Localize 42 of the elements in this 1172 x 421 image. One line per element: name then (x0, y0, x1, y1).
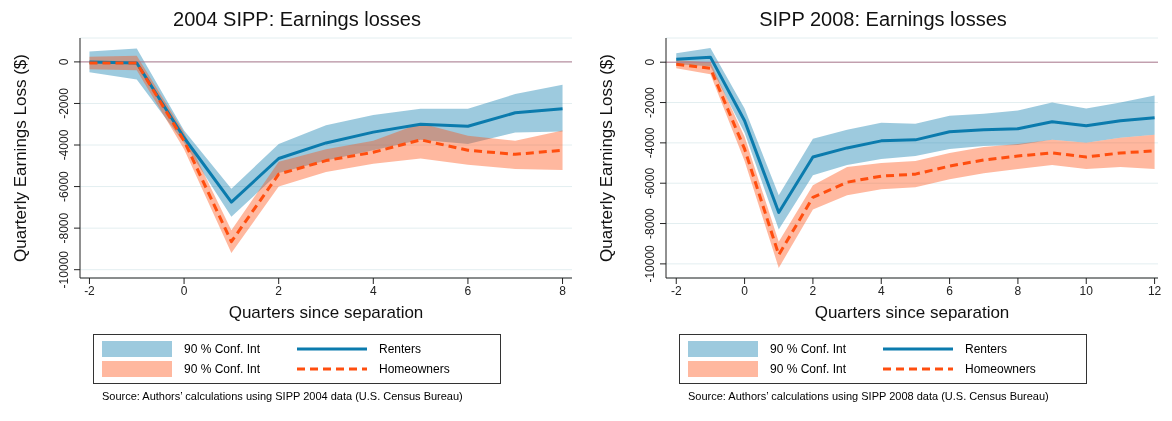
chart-title: SIPP 2008: Earnings losses (758, 8, 1008, 32)
y-tick-label: -6000 (57, 170, 71, 202)
y-tick-label: -8000 (643, 207, 657, 239)
x-tick-label: 2 (809, 283, 817, 298)
x-tick-label: 6 (464, 283, 472, 298)
y-tick-label: -2000 (57, 87, 71, 119)
y-tick-label: -8000 (57, 212, 71, 244)
x-tick-label: 0 (180, 283, 188, 298)
text: 90 % Conf. Int (184, 342, 261, 356)
y-tick-label: -2000 (643, 86, 657, 118)
x-tick-label: -2 (84, 283, 96, 298)
y-tick-label: 0 (643, 58, 657, 66)
y-tick-label: -10000 (643, 244, 657, 283)
y-tick-label: 0 (57, 58, 71, 66)
y-tick-label: -4000 (643, 127, 657, 159)
chart-title: 2004 SIPP: Earnings losses (172, 8, 422, 32)
x-tick-label: 10 (1079, 283, 1094, 298)
x-tick-label: 8 (1014, 283, 1022, 298)
x-tick-label: 4 (877, 283, 885, 298)
x-tick-label: 4 (369, 283, 377, 298)
x-axis-title: Quarters since separation (228, 303, 424, 322)
x-tick-label: -2 (670, 283, 682, 298)
y-axis-title: Quarterly Earnings Loss ($) (597, 54, 617, 262)
y-tick-label: -4000 (57, 129, 71, 161)
x-tick-label: 2 (275, 283, 283, 298)
text: 90 % Conf. Int (770, 342, 847, 356)
x-tick-label: 8 (559, 283, 567, 298)
x-tick-label: 0 (741, 283, 749, 298)
legend-label: Renters (379, 342, 422, 356)
y-axis-title: Quarterly Earnings Loss ($) (11, 54, 31, 262)
text: 90 % Conf. Int (184, 362, 261, 376)
y-tick-label: -6000 (643, 167, 657, 199)
x-tick-label: 12 (1147, 283, 1162, 298)
x-tick-label: 6 (946, 283, 954, 298)
legend-label: Renters (965, 342, 1008, 356)
x-axis-title: Quarters since separation (814, 303, 1010, 322)
source-note: Source: Authors’ calculations using SIPP 2004 data (U.S. Census Bureau) (102, 390, 464, 402)
legend-label: Homeowners (965, 362, 1036, 376)
legend-label: Homeowners (379, 362, 450, 376)
y-tick-label: -10000 (57, 250, 71, 289)
text: 90 % Conf. Int (770, 362, 847, 376)
source-note: Source: Authors’ calculations using SIPP 2008 data (U.S. Census Bureau) (688, 390, 1050, 402)
